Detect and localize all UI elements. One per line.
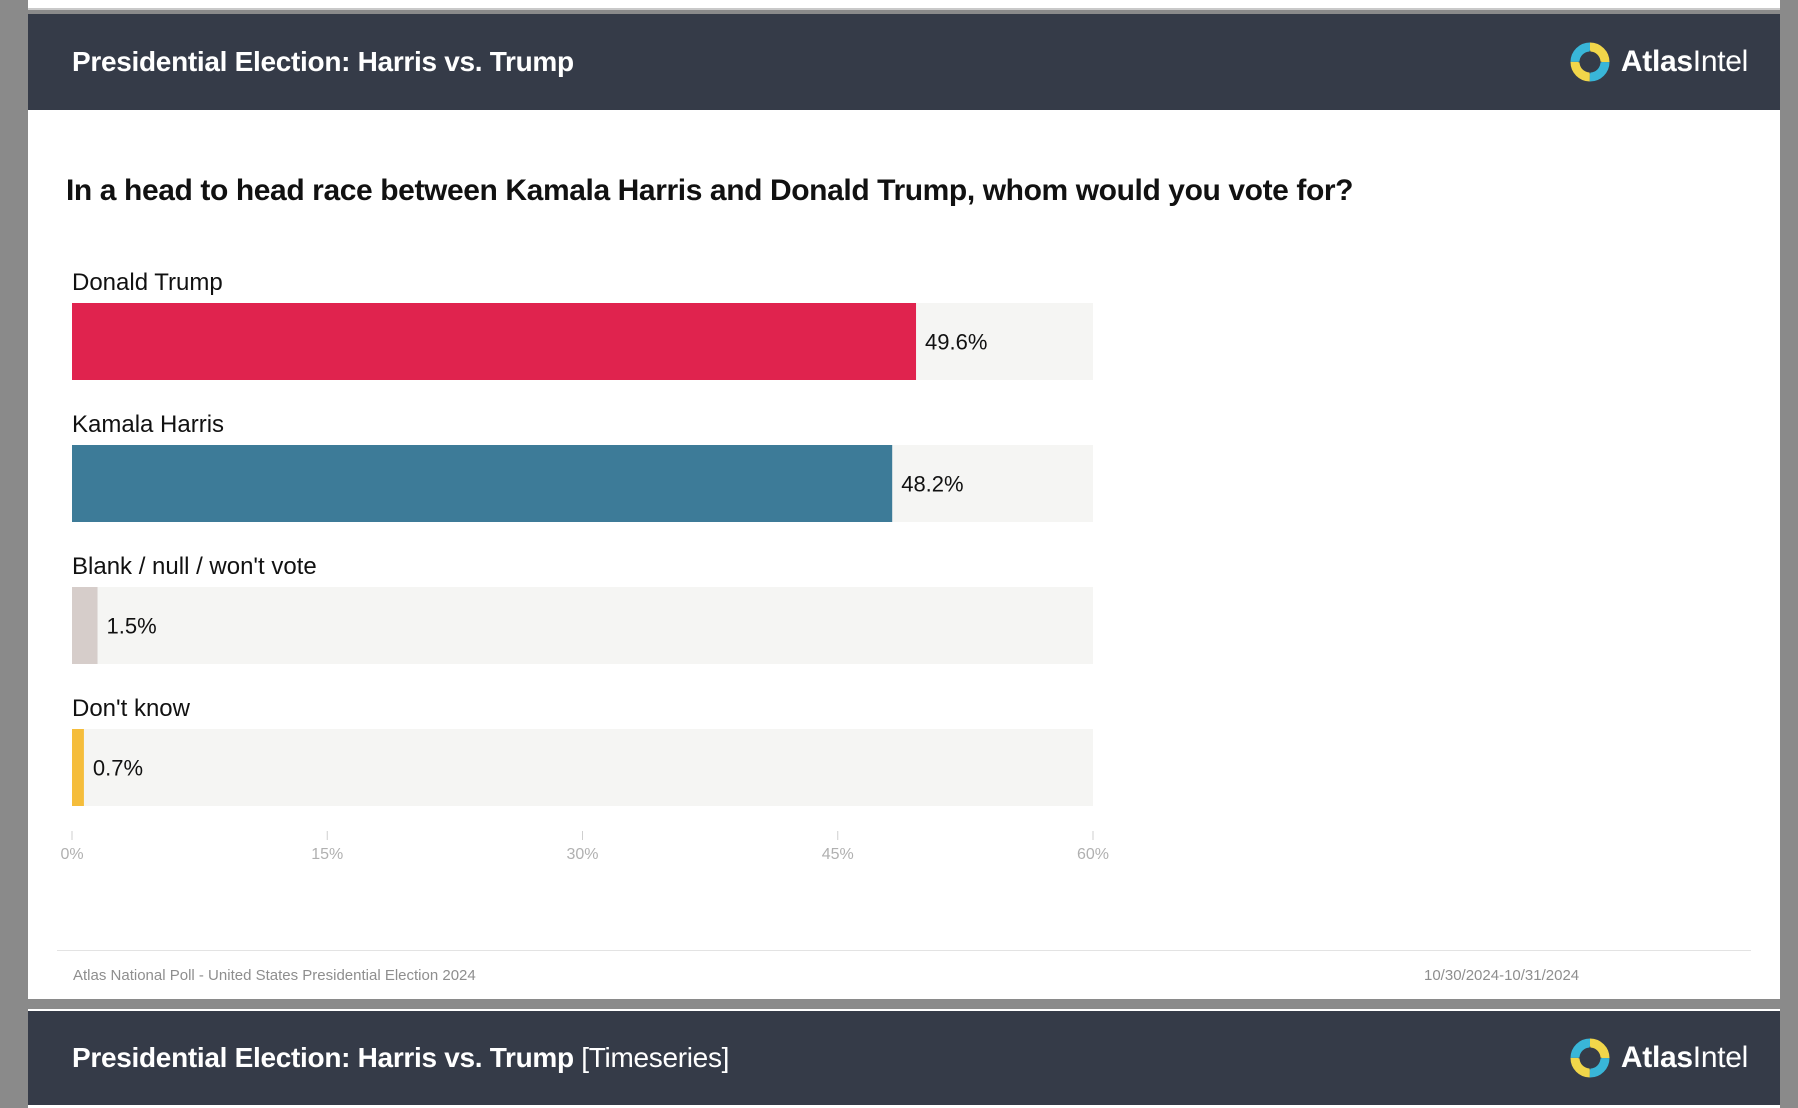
bar-value-label: 0.7% [93,756,143,781]
atlasintel-mark-icon [1570,1038,1610,1078]
bar-value-label: 1.5% [107,614,157,639]
bar [72,587,98,664]
card-title: Presidential Election: Harris vs. Trump [72,46,574,77]
brand-name: AtlasIntel [1620,45,1748,78]
atlasintel-mark-icon [1570,42,1610,82]
previous-panel-edge [28,0,1780,10]
x-axis-tick-label: 45% [822,846,854,863]
x-axis-tick-label: 0% [60,846,83,863]
brand-name: AtlasIntel [1620,1041,1748,1074]
bar-category-label: Donald Trump [72,269,223,296]
card-header: Presidential Election: Harris vs. Trump … [28,14,1780,110]
poll-card: Presidential Election: Harris vs. Trump … [28,14,1780,999]
footer-dates: 10/30/2024-10/31/2024 [1424,967,1580,984]
timeseries-title: Presidential Election: Harris vs. Trump … [72,1042,730,1073]
bar-value-label: 49.6% [925,330,987,355]
atlasintel-logo-2: AtlasIntel [1569,1036,1748,1080]
timeseries-header: Presidential Election: Harris vs. Trump … [28,1011,1780,1105]
poll-question: In a head to head race between Kamala Ha… [66,174,1354,207]
bar-track [72,729,1093,806]
bar-track [72,587,1093,664]
x-axis-tick-label: 30% [566,846,598,863]
atlasintel-logo: AtlasIntel [1569,40,1748,84]
bar-category-label: Blank / null / won't vote [72,553,317,580]
footer-source: Atlas National Poll - United States Pres… [73,967,476,984]
bar [72,303,917,380]
timeseries-card: Presidential Election: Harris vs. Trump … [28,1009,1780,1108]
footer-divider [57,950,1751,951]
bar-chart: Donald Trump 49.6% Kamala Harris 48.2% Blank… [60,269,1109,863]
x-axis-tick-label: 60% [1077,846,1109,863]
bar-category-label: Don't know [72,695,191,722]
x-axis-tick-label: 15% [311,846,343,863]
bar [72,445,893,522]
bar [72,729,84,806]
bar-value-label: 48.2% [901,472,963,497]
bar-category-label: Kamala Harris [72,411,224,438]
